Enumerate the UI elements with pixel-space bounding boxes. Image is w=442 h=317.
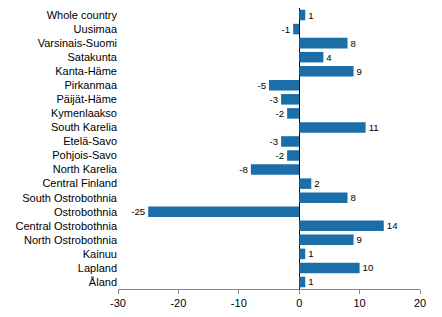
svg-text:2: 2 (314, 178, 319, 189)
svg-text:Satakunta: Satakunta (67, 51, 117, 63)
svg-text:Etelä-Savo: Etelä-Savo (63, 135, 117, 147)
svg-text:-10: -10 (231, 297, 247, 309)
svg-text:10: 10 (363, 262, 374, 273)
svg-text:9: 9 (357, 66, 362, 77)
svg-text:-20: -20 (170, 297, 186, 309)
svg-text:Lapland: Lapland (78, 262, 117, 274)
svg-text:Uusimaa: Uusimaa (74, 23, 118, 35)
svg-text:-25: -25 (131, 206, 145, 217)
svg-text:14: 14 (387, 220, 398, 231)
svg-text:-3: -3 (269, 94, 278, 105)
svg-text:South Ostrobothnia: South Ostrobothnia (22, 192, 118, 204)
svg-text:South Karelia: South Karelia (51, 121, 118, 133)
svg-text:0: 0 (296, 297, 302, 309)
svg-text:Whole country: Whole country (47, 9, 118, 21)
svg-text:Kainuu: Kainuu (83, 248, 117, 260)
svg-text:-5: -5 (257, 80, 266, 91)
svg-text:-3: -3 (269, 136, 278, 147)
svg-text:Central Ostrobothnia: Central Ostrobothnia (16, 220, 118, 232)
svg-text:20: 20 (414, 297, 426, 309)
svg-text:Åland: Åland (89, 276, 117, 288)
svg-text:Central Finland: Central Finland (42, 177, 117, 189)
svg-text:Päijät-Häme: Päijät-Häme (56, 93, 117, 105)
svg-text:Ostrobothnia: Ostrobothnia (54, 206, 118, 218)
svg-text:8: 8 (351, 192, 356, 203)
svg-text:4: 4 (326, 52, 332, 63)
svg-text:Varsinais-Suomi: Varsinais-Suomi (38, 37, 117, 49)
svg-text:-2: -2 (276, 108, 285, 119)
svg-text:Pohjois-Savo: Pohjois-Savo (52, 149, 117, 161)
svg-text:North Ostrobothnia: North Ostrobothnia (24, 234, 118, 246)
svg-text:10: 10 (353, 297, 365, 309)
svg-text:Kanta-Häme: Kanta-Häme (55, 65, 117, 77)
svg-text:-30: -30 (110, 297, 126, 309)
svg-text:1: 1 (308, 248, 313, 259)
svg-text:North Karelia: North Karelia (53, 163, 118, 175)
svg-text:Pirkanmaa: Pirkanmaa (64, 79, 117, 91)
svg-text:-1: -1 (282, 24, 291, 35)
svg-text:-2: -2 (276, 150, 285, 161)
svg-text:Kymenlaakso: Kymenlaakso (51, 107, 117, 119)
svg-text:1: 1 (308, 10, 313, 21)
svg-text:-8: -8 (239, 164, 248, 175)
svg-text:9: 9 (357, 234, 362, 245)
svg-text:8: 8 (351, 38, 356, 49)
svg-text:1: 1 (308, 276, 313, 287)
svg-text:11: 11 (369, 122, 379, 133)
